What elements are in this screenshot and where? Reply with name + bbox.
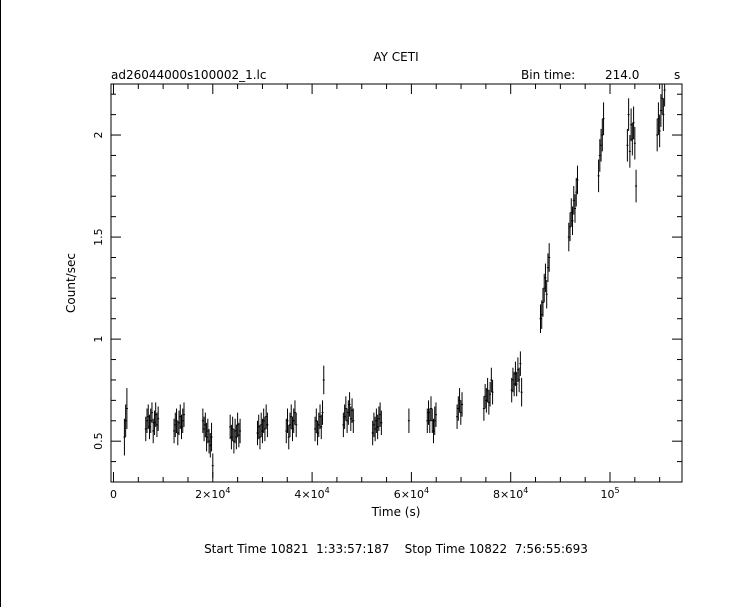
x-tick-label: 0	[110, 488, 117, 501]
plot-frame	[110, 83, 683, 483]
y-tick-labels: 0.5 1 1.5 2	[92, 132, 105, 450]
y-tick-label: 0.5	[92, 432, 105, 450]
chart-title: AY CETI	[373, 50, 418, 64]
y-tick-label: 1.5	[92, 228, 105, 246]
x-tick-labels: 0 2×104 4×104 6×104 8×104 105	[110, 486, 620, 501]
axis-ticks	[111, 84, 682, 482]
bin-time-unit: s	[674, 68, 680, 82]
x-tick-label: 4×104	[294, 486, 329, 501]
x-tick-label: 2×104	[195, 486, 230, 501]
x-tick-label: 105	[600, 486, 619, 501]
bin-time-value: 214.0	[605, 68, 639, 82]
data-series	[123, 84, 666, 478]
x-tick-label: 6×104	[394, 486, 429, 501]
y-tick-label: 2	[92, 132, 105, 139]
x-axis-label: Time (s)	[371, 505, 421, 519]
y-tick-label: 1	[92, 336, 105, 343]
footer-times: Start Time 10821 1:33:57:187 Stop Time 1…	[204, 542, 588, 556]
bin-time-label: Bin time:	[521, 68, 575, 82]
x-tick-label: 8×104	[493, 486, 528, 501]
y-axis-label: Count/sec	[64, 253, 78, 313]
file-label: ad26044000s100002_1.lc	[111, 68, 267, 82]
window-left-edge	[0, 0, 1, 607]
